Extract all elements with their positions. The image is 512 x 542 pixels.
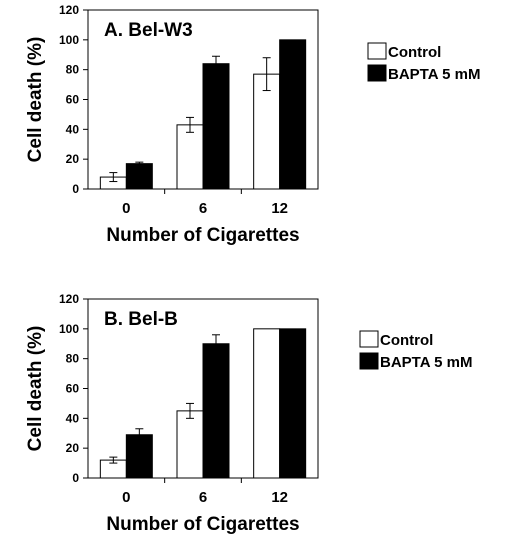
chart1-y-tick-label-0: 0 xyxy=(72,182,79,196)
chart2-title: B. Bel-B xyxy=(104,309,178,330)
chart1-bar-control-2 xyxy=(253,73,281,190)
chart1-bar-bapta-1 xyxy=(202,63,230,190)
chart2-y-axis-label: Cell death (%) xyxy=(25,326,46,452)
chart1-y-tick-label-6: 120 xyxy=(59,3,79,17)
chart1-bar-control-1 xyxy=(176,124,204,190)
chart2-x-tick-label-2: 12 xyxy=(271,489,288,506)
chart1-legend-label-0: Control xyxy=(388,44,441,61)
chart1-bar-bapta-0 xyxy=(125,163,153,190)
chart2-bar-bapta-0 xyxy=(125,434,153,479)
chart2-y-tick-label-1: 20 xyxy=(66,441,80,455)
chart1-legend-swatch-1 xyxy=(367,64,387,82)
chart2-y-tick-label-3: 60 xyxy=(66,382,80,396)
chart2-bar-control-1 xyxy=(176,410,204,479)
chart1-legend-swatch-0 xyxy=(367,42,387,60)
chart1-y-tick-label-3: 60 xyxy=(66,93,80,107)
chart1-x-axis-label: Number of Cigarettes xyxy=(106,225,299,246)
chart2-legend-swatch-0 xyxy=(359,330,379,348)
chart1-y-tick-label-4: 80 xyxy=(66,63,80,77)
chart2-y-tick-label-5: 100 xyxy=(59,322,79,336)
chart2-bar-bapta-2 xyxy=(279,328,307,479)
chart2-legend-label-0: Control xyxy=(380,332,433,349)
chart2-bar-control-2 xyxy=(253,328,281,479)
chart2-bar-bapta-1 xyxy=(202,343,230,479)
chart1-bar-bapta-2 xyxy=(279,39,307,190)
chart2-y-tick-label-4: 80 xyxy=(66,352,80,366)
chart2-y-tick-label-2: 40 xyxy=(66,411,80,425)
chart2-x-tick-label-1: 6 xyxy=(199,489,207,506)
chart2-x-axis-label: Number of Cigarettes xyxy=(106,514,299,535)
chart2-y-tick-label-0: 0 xyxy=(72,471,79,485)
chart1-y-tick-label-2: 40 xyxy=(66,122,80,136)
chart1-x-tick-label-0: 0 xyxy=(122,200,130,217)
chart2-x-tick-label-0: 0 xyxy=(122,489,130,506)
chart1-x-tick-label-1: 6 xyxy=(199,200,207,217)
chart1-y-tick-label-1: 20 xyxy=(66,152,80,166)
chart1-y-axis-label: Cell death (%) xyxy=(25,37,46,163)
chart1-legend-label-1: BAPTA 5 mM xyxy=(388,66,481,83)
chart2-legend-swatch-1 xyxy=(359,352,379,370)
chart1-y-tick-label-5: 100 xyxy=(59,33,79,47)
chart2-y-tick-label-6: 120 xyxy=(59,292,79,306)
chart1-title: A. Bel-W3 xyxy=(104,20,193,41)
chart2-legend-label-1: BAPTA 5 mM xyxy=(380,354,473,371)
chart1-x-tick-label-2: 12 xyxy=(271,200,288,217)
